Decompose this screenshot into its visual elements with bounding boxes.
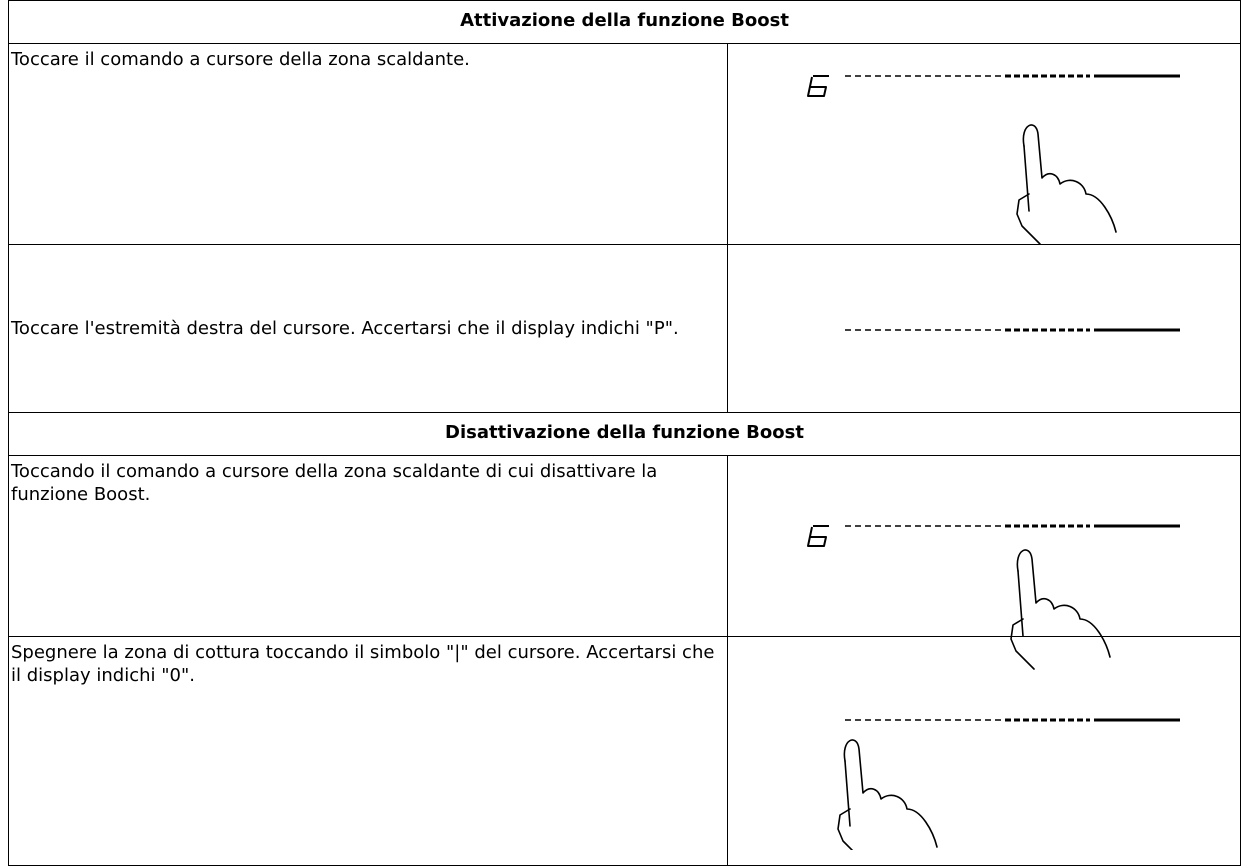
slider-icon bbox=[807, 524, 1182, 670]
slider-icon bbox=[837, 718, 1182, 850]
slider-icon bbox=[807, 74, 1182, 245]
instruction-text: Toccare l'estremità destra del cursore. … bbox=[11, 318, 679, 339]
